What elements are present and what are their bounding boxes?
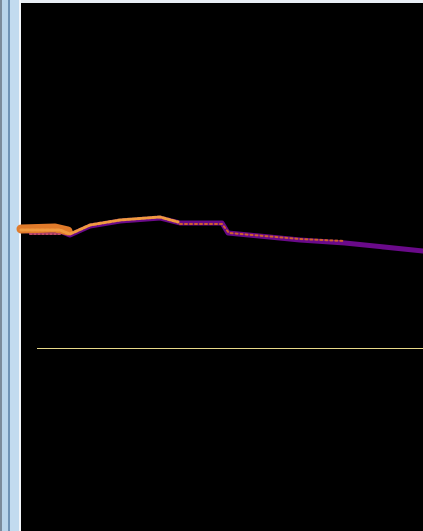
- viewer-window: [0, 0, 423, 531]
- frame-edge: [19, 0, 21, 531]
- top-edge: [21, 0, 423, 3]
- left-frame: [0, 0, 21, 531]
- frame-divider: [8, 0, 10, 531]
- frame-bar: [2, 0, 8, 531]
- frame-bar: [10, 0, 19, 531]
- frame-edge: [0, 0, 2, 531]
- viewport-background: [0, 0, 423, 531]
